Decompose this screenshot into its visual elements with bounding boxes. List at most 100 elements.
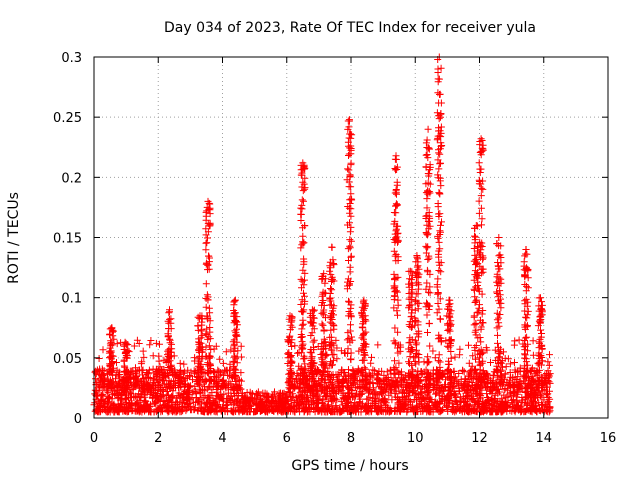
data-point bbox=[164, 371, 172, 379]
data-point bbox=[216, 355, 224, 363]
data-point bbox=[132, 370, 140, 378]
data-point bbox=[545, 361, 553, 369]
data-point bbox=[479, 185, 487, 193]
data-point bbox=[437, 221, 444, 229]
data-point bbox=[328, 319, 336, 327]
data-point bbox=[493, 316, 501, 324]
data-point bbox=[363, 395, 371, 403]
data-point bbox=[472, 271, 480, 279]
data-point bbox=[345, 366, 352, 374]
data-point bbox=[339, 375, 347, 383]
data-point bbox=[478, 290, 486, 298]
data-point bbox=[436, 295, 444, 303]
data-point bbox=[194, 369, 202, 376]
data-point bbox=[496, 251, 504, 259]
data-point bbox=[147, 401, 154, 409]
data-point bbox=[363, 404, 371, 411]
data-point bbox=[524, 274, 532, 282]
data-point bbox=[135, 340, 143, 347]
data-point bbox=[176, 373, 184, 381]
data-point bbox=[147, 337, 155, 344]
data-points bbox=[90, 53, 554, 416]
data-point bbox=[107, 385, 115, 392]
data-point bbox=[330, 350, 338, 358]
data-point bbox=[423, 151, 431, 158]
data-point bbox=[522, 295, 530, 303]
data-point bbox=[297, 365, 305, 373]
data-point bbox=[408, 301, 416, 309]
data-point bbox=[498, 371, 505, 379]
data-point bbox=[493, 273, 501, 281]
data-point bbox=[434, 234, 442, 242]
data-point bbox=[524, 367, 532, 375]
data-point bbox=[425, 145, 433, 153]
data-point bbox=[92, 375, 99, 383]
data-point bbox=[143, 379, 151, 387]
data-point bbox=[238, 389, 246, 397]
data-point bbox=[465, 372, 473, 380]
data-point bbox=[496, 350, 504, 358]
data-point bbox=[151, 369, 159, 377]
data-point bbox=[474, 308, 482, 316]
data-point bbox=[136, 405, 144, 413]
data-point bbox=[408, 276, 416, 284]
data-point bbox=[339, 394, 347, 402]
data-point bbox=[391, 283, 399, 291]
data-point bbox=[433, 309, 441, 317]
data-point bbox=[478, 215, 486, 223]
data-point bbox=[347, 196, 355, 204]
data-point bbox=[186, 383, 194, 391]
data-point bbox=[424, 381, 432, 389]
data-point bbox=[533, 371, 541, 379]
data-point bbox=[290, 399, 298, 406]
data-point bbox=[507, 392, 515, 400]
data-point bbox=[201, 383, 208, 391]
data-point bbox=[328, 310, 335, 317]
data-point bbox=[202, 330, 210, 338]
data-point bbox=[166, 306, 173, 314]
data-point bbox=[437, 64, 445, 72]
data-point bbox=[344, 165, 352, 173]
data-point bbox=[320, 306, 328, 314]
data-point bbox=[528, 364, 536, 372]
data-point bbox=[417, 408, 425, 415]
data-point bbox=[452, 398, 460, 405]
data-point bbox=[437, 139, 445, 147]
data-point bbox=[349, 403, 357, 411]
data-point bbox=[113, 359, 120, 366]
data-point bbox=[434, 200, 442, 207]
data-point bbox=[106, 362, 114, 370]
data-point bbox=[309, 338, 317, 346]
data-point bbox=[405, 295, 413, 303]
data-point bbox=[423, 244, 431, 252]
data-point bbox=[130, 374, 137, 382]
data-point bbox=[140, 403, 148, 411]
data-point bbox=[395, 369, 403, 377]
data-point bbox=[109, 352, 117, 360]
data-point bbox=[358, 345, 366, 353]
data-point bbox=[530, 398, 537, 406]
data-point bbox=[411, 352, 419, 360]
data-point bbox=[163, 355, 171, 363]
data-point bbox=[343, 336, 351, 344]
data-point bbox=[204, 197, 212, 205]
data-point bbox=[495, 349, 503, 357]
data-point bbox=[347, 278, 355, 285]
data-point bbox=[213, 407, 221, 415]
data-point bbox=[121, 388, 129, 396]
data-point bbox=[405, 280, 413, 288]
data-point bbox=[432, 374, 440, 382]
data-point bbox=[326, 342, 334, 350]
data-point bbox=[256, 407, 264, 415]
data-point bbox=[436, 231, 444, 238]
data-point bbox=[490, 397, 498, 405]
data-point bbox=[263, 408, 271, 416]
data-point bbox=[330, 356, 337, 364]
data-point bbox=[433, 403, 441, 411]
data-point bbox=[479, 255, 487, 263]
data-point bbox=[301, 276, 308, 284]
data-point bbox=[320, 327, 328, 335]
x-axis-label: GPS time / hours bbox=[291, 458, 408, 474]
data-point bbox=[468, 362, 476, 370]
data-point bbox=[435, 385, 443, 393]
